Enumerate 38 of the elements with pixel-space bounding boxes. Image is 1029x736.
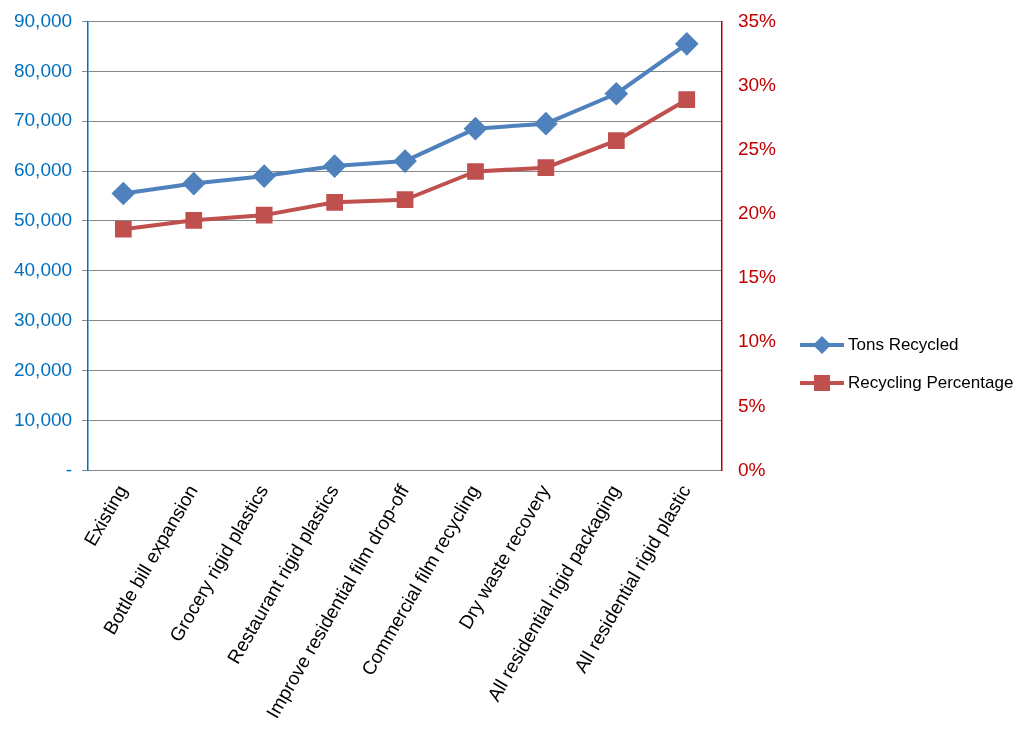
point: [185, 211, 203, 229]
y2-tick-label: 10%: [737, 330, 777, 352]
point: [467, 163, 484, 180]
y-tick-label: -: [65, 458, 73, 480]
y2-tick-label: 0%: [737, 458, 766, 480]
point: [396, 191, 414, 209]
point: [675, 32, 698, 55]
point: [607, 132, 625, 150]
legend-label: Tons Recycled: [848, 335, 959, 355]
y2-tick-label: 20%: [737, 202, 777, 224]
point: [182, 172, 205, 195]
point: [394, 150, 417, 173]
y-tick-label: 20,000: [13, 358, 73, 380]
y2-tick-label: 25%: [737, 137, 777, 159]
point: [112, 182, 135, 205]
y-tick-label: 40,000: [13, 259, 73, 281]
y2-tick-label: 35%: [737, 9, 777, 31]
point: [605, 82, 628, 105]
y-tick-label: 90,000: [13, 9, 73, 31]
point: [678, 91, 696, 109]
point: [253, 165, 276, 188]
y2-tick-label: 30%: [737, 73, 777, 95]
point: [114, 220, 132, 238]
y-tick-label: 50,000: [13, 209, 73, 231]
y-tick-label: 80,000: [13, 59, 73, 81]
legend-label: Recycling Percentage: [848, 373, 1014, 393]
y-tick-label: 10,000: [13, 408, 73, 430]
point: [464, 117, 487, 140]
point: [326, 193, 343, 211]
point: [255, 206, 273, 224]
y2-tick-label: 15%: [737, 266, 777, 288]
y-tick-label: 60,000: [13, 159, 73, 181]
point: [537, 159, 555, 177]
y-tick-label: 30,000: [13, 309, 73, 330]
point: [323, 155, 346, 178]
y-tick-label: 70,000: [13, 109, 73, 131]
y2-tick-label: 5%: [737, 394, 766, 416]
point: [534, 112, 557, 135]
